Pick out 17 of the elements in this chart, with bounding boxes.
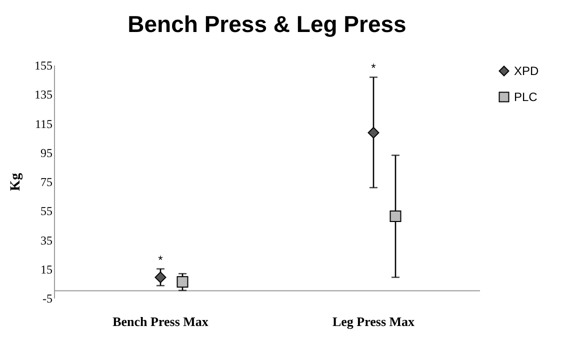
y-tick-label: 115 — [34, 116, 52, 131]
legend-label: XPD — [514, 64, 540, 78]
y-axis-title: Kg — [8, 173, 24, 191]
y-tick-label: 55 — [40, 204, 52, 218]
x-tick-label: Leg Press Max — [332, 314, 416, 329]
chart-title: Bench Press & Leg Press — [128, 11, 406, 37]
y-tick-label: 75 — [40, 175, 52, 189]
annotation: * — [158, 252, 164, 267]
legend-label: PLC — [514, 90, 538, 104]
y-tick-label: 155 — [34, 58, 52, 72]
y-tick-label: 15 — [40, 262, 52, 276]
y-tick-label: -5 — [42, 292, 52, 306]
y-tick-label: 35 — [40, 233, 52, 248]
y-tick-label: 95 — [40, 146, 52, 160]
x-tick-label: Bench Press Max — [112, 314, 209, 329]
annotation: * — [371, 61, 376, 76]
y-tick-label: 135 — [34, 88, 52, 102]
